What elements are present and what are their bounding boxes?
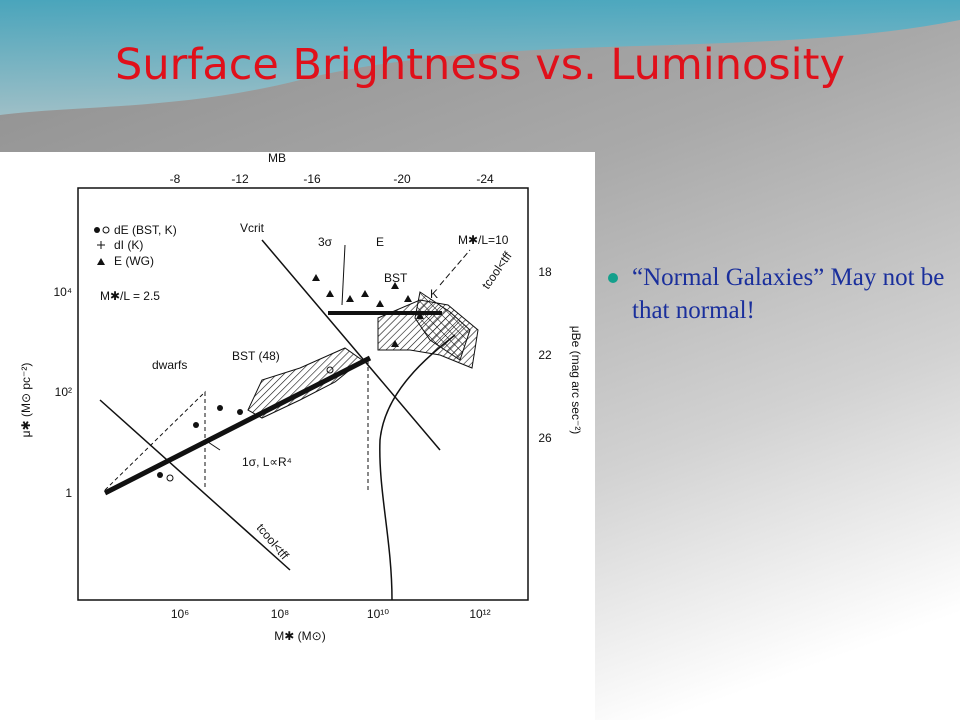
- annotation: 1σ, L∝R⁴: [242, 455, 292, 469]
- left-tick-label: 1: [65, 486, 72, 500]
- annotation: M✱/L=10: [458, 233, 509, 247]
- top-tick-label: -16: [303, 172, 321, 186]
- plot-frame: [77, 187, 529, 601]
- right-axis-label: μBe (mag arc sec⁻²): [569, 326, 583, 435]
- top-tick-label: -8: [170, 172, 181, 186]
- bullet-list: “Normal Galaxies” May not be that normal…: [608, 262, 960, 327]
- bullet: “Normal Galaxies” May not be that normal…: [608, 262, 960, 327]
- figure: MB -8 -12 -16 -20 -24 10⁶ 10⁸ 10¹⁰ 10¹² …: [0, 152, 595, 720]
- top-axis-label: MB: [268, 152, 286, 165]
- annotation: BST (48): [232, 349, 280, 363]
- left-tick-label: 10²: [55, 385, 72, 399]
- top-tick-label: -12: [231, 172, 249, 186]
- left-axis-label: μ✱ (M⊙ pc⁻²): [19, 363, 33, 438]
- header-band: [0, 0, 960, 115]
- legend-label: M✱/L = 2.5: [100, 289, 160, 303]
- figure-bg: [0, 152, 595, 720]
- legend-symbols: [94, 226, 110, 265]
- right-tick-label: 22: [538, 348, 552, 362]
- annotation: K: [430, 287, 438, 301]
- annotation: E: [376, 235, 384, 249]
- legend-label: dI (K): [114, 238, 143, 252]
- right-tick-label: 26: [538, 431, 552, 445]
- bottom-tick-label: 10¹⁰: [367, 607, 389, 621]
- left-tick-label: 10⁴: [53, 285, 72, 299]
- annotation: dwarfs: [152, 358, 187, 372]
- top-tick-label: -20: [393, 172, 411, 186]
- figure-points: [157, 274, 424, 482]
- slide-title: Surface Brightness vs. Luminosity: [115, 40, 845, 90]
- legend-label: dE (BST, K): [114, 223, 177, 237]
- bottom-tick-label: 10⁸: [271, 607, 289, 621]
- top-tick-label: -24: [476, 172, 494, 186]
- figure-lines: [99, 239, 479, 601]
- annotation: 3σ: [318, 235, 333, 249]
- annotation: BST: [384, 271, 408, 285]
- bottom-tick-label: 10⁶: [171, 607, 189, 621]
- bottom-tick-label: 10¹²: [469, 607, 490, 621]
- annotation: Vcrit: [240, 221, 265, 235]
- legend-label: E (WG): [114, 254, 154, 268]
- right-tick-label: 18: [538, 265, 552, 279]
- bottom-axis-label: M✱ (M⊙): [274, 629, 325, 643]
